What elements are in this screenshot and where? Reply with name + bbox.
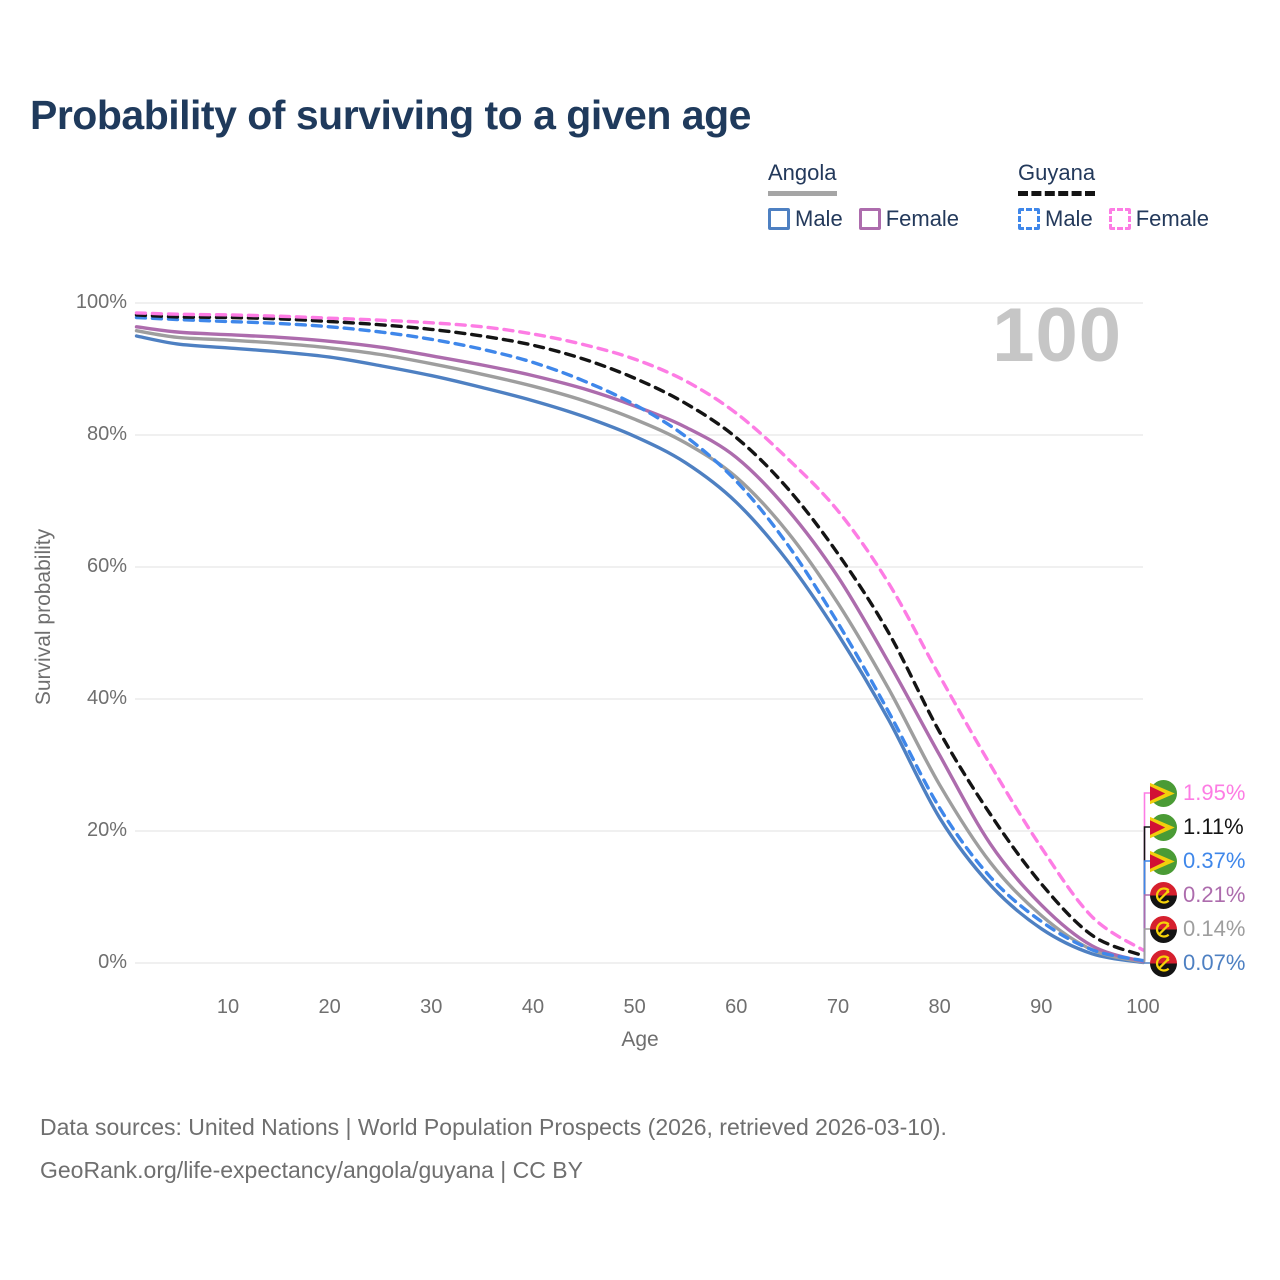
legend-group-guyana: Guyana Male Female: [1018, 160, 1209, 232]
page-title: Probability of surviving to a given age: [30, 92, 751, 138]
line-angola-male[interactable]: [134, 334, 1145, 965]
end-label-connector: [1143, 860, 1152, 961]
x-axis-title: Age: [621, 1028, 659, 1051]
legend-label: Male: [795, 206, 843, 231]
legend-guyana-header: Guyana: [1018, 160, 1096, 196]
x-tick-90: 90: [1030, 996, 1053, 1018]
legend-item-guyana-female[interactable]: Female: [1108, 206, 1210, 232]
angola-male-swatch: [768, 208, 790, 230]
end-value: 0.14%: [1183, 916, 1246, 941]
footer-attribution: GeoRank.org/life-expectancy/angola/guyan…: [40, 1156, 583, 1183]
end-label-angola: 0.14%: [1150, 915, 1245, 943]
end-value: 1.11%: [1183, 814, 1244, 839]
line-guyana[interactable]: [134, 313, 1145, 958]
end-label-angola-female: 0.21%: [1150, 881, 1245, 909]
y-tick-80%: 80%: [86, 423, 127, 445]
end-label-guyana-female: 1.95%: [1150, 779, 1245, 807]
y-tick-20%: 20%: [86, 819, 127, 841]
x-tick-30: 30: [420, 996, 443, 1018]
legend-angola-row: Male Female: [768, 206, 959, 232]
end-value: 0.07%: [1183, 950, 1246, 975]
line-angola-female[interactable]: [134, 325, 1145, 964]
end-label-angola-male: 0.07%: [1150, 949, 1245, 977]
legend-guyana-row: Male Female: [1018, 206, 1209, 232]
guyana-flag-icon: [1150, 813, 1177, 841]
footer-data-sources: Data sources: United Nations | World Pop…: [40, 1114, 947, 1140]
watermark-100: 100: [992, 293, 1122, 378]
legend-label: Female: [1135, 206, 1210, 231]
guyana-flag-icon: [1150, 779, 1177, 807]
end-label-guyana-male: 0.37%: [1150, 847, 1245, 875]
legend-label: Male: [1045, 206, 1093, 231]
x-tick-10: 10: [216, 996, 240, 1018]
guyana-female-swatch: [1108, 208, 1131, 230]
x-tick-100: 100: [1126, 996, 1160, 1018]
y-tick-0%: 0%: [98, 951, 127, 973]
line-angola[interactable]: [134, 329, 1145, 964]
end-label-guyana: 1.11%: [1150, 813, 1244, 841]
legend-item-angola-female[interactable]: Female: [858, 206, 960, 232]
end-label-connector: [1143, 962, 1152, 964]
angola-flag-icon: [1150, 881, 1177, 909]
legend-group-angola: Angola Male Female: [768, 160, 959, 232]
angola-flag-icon: [1150, 915, 1177, 943]
x-tick-40: 40: [521, 996, 545, 1018]
end-value: 0.37%: [1183, 848, 1246, 873]
legend-label: Female: [885, 206, 960, 231]
legend-item-guyana-male[interactable]: Male: [1018, 206, 1093, 232]
x-tick-80: 80: [928, 996, 951, 1018]
angola-female-swatch: [858, 208, 881, 230]
guyana-flag-icon: [1150, 847, 1177, 875]
footer: Data sources: United Nations | World Pop…: [40, 1106, 947, 1191]
y-tick-100%: 100%: [75, 291, 127, 313]
x-tick-60: 60: [725, 996, 748, 1018]
x-tick-50: 50: [623, 996, 646, 1018]
y-tick-40%: 40%: [86, 687, 127, 709]
legend-item-angola-male[interactable]: Male: [768, 206, 843, 232]
guyana-male-swatch: [1018, 208, 1040, 230]
end-value: 1.95%: [1183, 780, 1246, 805]
end-value: 0.21%: [1183, 882, 1246, 907]
x-tick-70: 70: [826, 996, 850, 1018]
line-guyana-male[interactable]: [134, 315, 1145, 963]
line-guyana-female[interactable]: [134, 311, 1145, 952]
angola-flag-icon: [1150, 949, 1177, 977]
legend-angola-header: Angola: [768, 160, 837, 196]
y-tick-60%: 60%: [86, 555, 127, 577]
end-label-connector: [1143, 928, 1152, 963]
x-tick-20: 20: [318, 996, 341, 1018]
